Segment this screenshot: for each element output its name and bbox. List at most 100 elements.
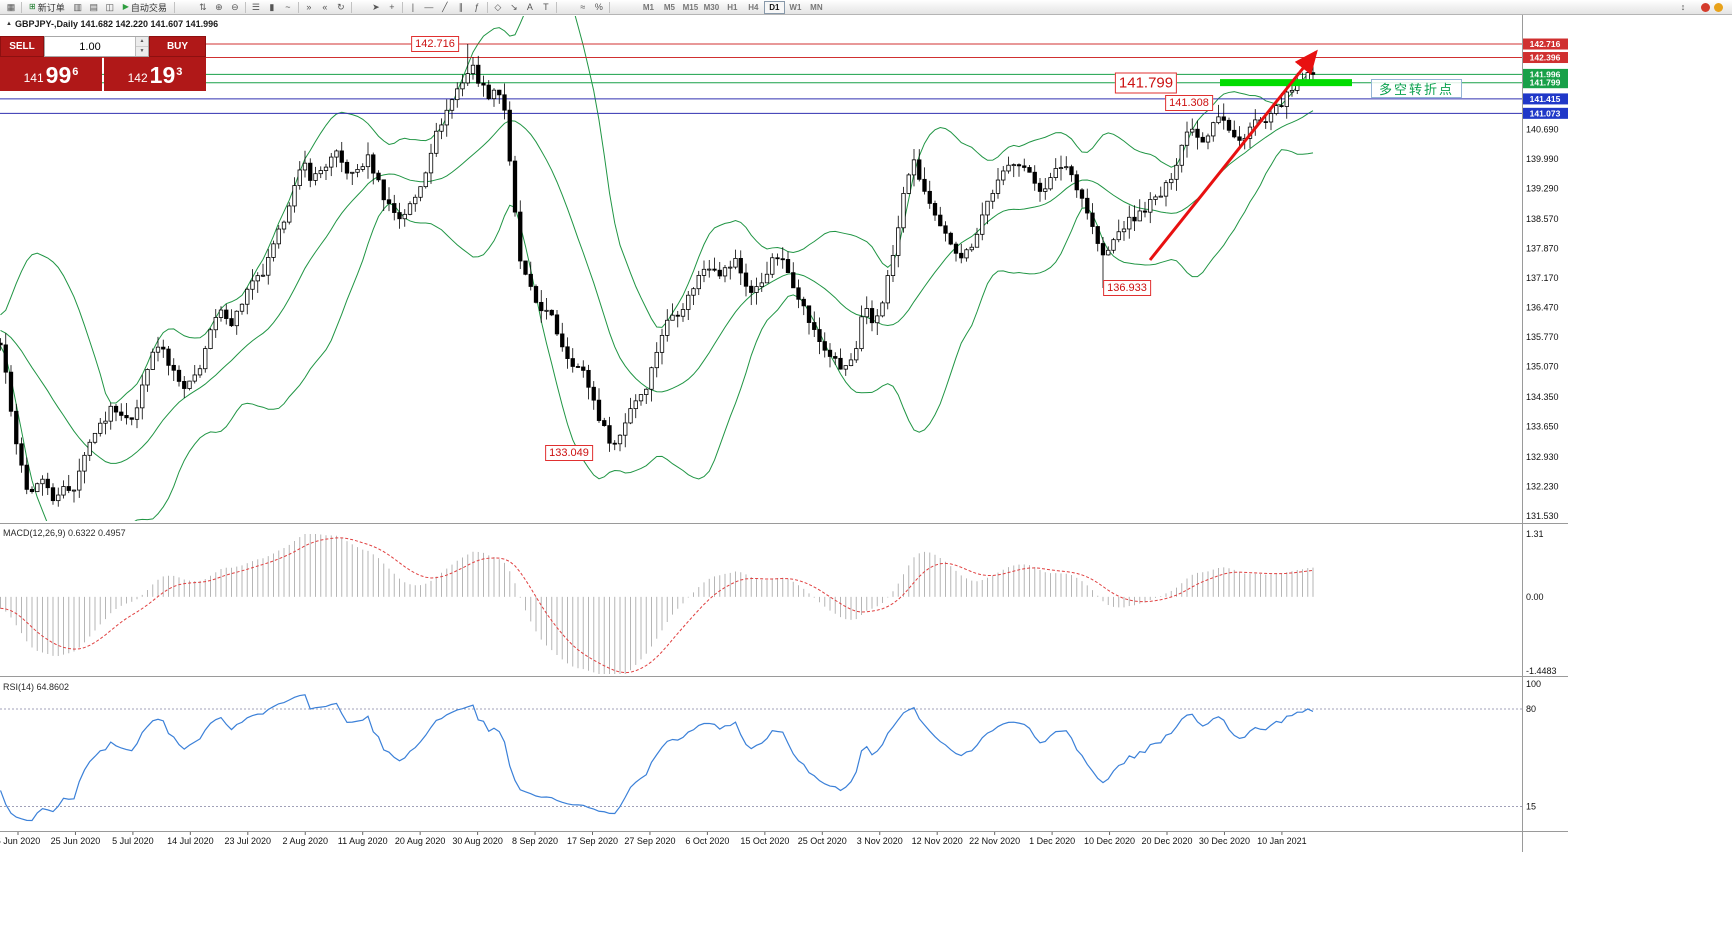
date-label: 23 Jul 2020: [225, 836, 272, 846]
price-tag: [1523, 77, 1568, 89]
buy-price[interactable]: 142 19 3: [104, 57, 206, 91]
arrow-objects-icon[interactable]: ↘: [510, 1, 518, 12]
buy-price-big: 19: [149, 62, 176, 88]
date-label: 3 Nov 2020: [857, 836, 903, 846]
one-click-trading-panel: SELL ▲ ▼ BUY 141 99 6 142 19 3: [0, 36, 206, 91]
price-tag-label: 141.996: [1530, 69, 1561, 79]
buy-button[interactable]: BUY: [149, 36, 206, 57]
crosshair-icon[interactable]: +: [389, 1, 395, 12]
autotrading-button-icon: ▶: [122, 2, 129, 11]
sell-button[interactable]: SELL: [0, 36, 44, 57]
volume-input[interactable]: [45, 37, 135, 56]
symbol-info: ▲ GBPJPY-,Daily 141.682 142.220 141.607 …: [6, 19, 218, 29]
shapes-icon[interactable]: ◇: [494, 1, 502, 12]
new-order-button[interactable]: ⊞ 新订单: [24, 1, 70, 14]
date-label: 25 Oct 2020: [798, 836, 847, 846]
timeframe-button-w1[interactable]: W1: [789, 2, 802, 12]
chart-shift-icon[interactable]: «: [322, 1, 328, 12]
tile-windows-icon[interactable]: ⇅: [199, 1, 207, 12]
bar-chart-icon[interactable]: ☰: [251, 1, 260, 12]
scroll-arrows-icon[interactable]: ↕: [1680, 1, 1686, 12]
macd-scale-label: 1.31: [1526, 529, 1544, 539]
volume-decrease-button[interactable]: ▼: [136, 47, 148, 56]
alert-icon[interactable]: [1701, 2, 1710, 12]
market-watch-icon[interactable]: ▥: [73, 1, 82, 12]
price-tag-label: 141.415: [1530, 94, 1561, 104]
text-icon[interactable]: A: [526, 1, 533, 12]
toolbar-separator: [297, 1, 299, 13]
price-tag: [1523, 52, 1568, 64]
price-tag-label: 141.799: [1530, 78, 1561, 88]
news-icon[interactable]: [1714, 2, 1723, 12]
price-scale-label: 136.470: [1526, 303, 1559, 313]
price-annotation[interactable]: 141.308: [1165, 95, 1213, 111]
trendline-icon[interactable]: ╱: [442, 1, 448, 12]
price-annotation[interactable]: 142.716: [411, 36, 459, 52]
channel-icon[interactable]: ∥: [458, 1, 464, 12]
sell-price-big: 99: [45, 62, 72, 88]
horizontal-line-icon[interactable]: —: [424, 1, 434, 12]
rsi-scale-label: 80: [1526, 704, 1536, 714]
date-label: 20 Dec 2020: [1141, 836, 1192, 846]
chart-window-icon[interactable]: ▦: [6, 1, 16, 12]
date-label: 6 Oct 2020: [685, 836, 729, 846]
navigator-icon[interactable]: ◫: [105, 1, 114, 12]
axes-layer: 142.716142.396141.996141.799141.415141.0…: [0, 15, 1568, 852]
timeframe-button-m5[interactable]: M5: [663, 2, 675, 12]
buy-price-prefix: 142: [127, 71, 148, 85]
date-label: 22 Nov 2020: [969, 836, 1020, 846]
zoom-in-icon[interactable]: ⊕: [215, 1, 223, 12]
toolbar-separator: [350, 1, 352, 13]
fibonacci-icon[interactable]: ƒ: [474, 1, 480, 12]
symbol-marker-icon: ▲: [6, 21, 12, 27]
price-scale-label: 135.070: [1526, 362, 1559, 372]
timeframe-button-m15[interactable]: M15: [682, 2, 699, 12]
sell-price-sup: 6: [72, 66, 79, 78]
price-tag: [1523, 38, 1568, 50]
volume-increase-button[interactable]: ▲: [136, 37, 148, 47]
timeframe-button-h1[interactable]: H1: [727, 2, 738, 12]
new-order-button-icon: ⊞: [29, 2, 36, 11]
date-label: 2 Aug 2020: [282, 836, 328, 846]
date-label: 5 Jul 2020: [112, 836, 154, 846]
percent-scale-icon[interactable]: %: [594, 1, 603, 12]
cursor-icon[interactable]: ➤: [372, 1, 380, 12]
price-annotation[interactable]: 133.049: [545, 445, 593, 461]
zoom-out-icon[interactable]: ⊖: [231, 1, 239, 12]
timeframe-button-m30[interactable]: M30: [703, 2, 720, 12]
main-chart-layer: [0, 16, 1522, 521]
date-label: 27 Sep 2020: [624, 836, 675, 846]
text-label-icon[interactable]: T: [543, 1, 549, 12]
date-label: 10 Dec 2020: [1084, 836, 1135, 846]
vertical-line-icon[interactable]: |: [411, 1, 415, 12]
indicators-icon[interactable]: ≈: [580, 1, 586, 12]
price-scale-label: 134.350: [1526, 392, 1559, 402]
timeframe-button-d1[interactable]: D1: [763, 0, 785, 14]
price-scale-label: 139.990: [1526, 154, 1559, 164]
price-annotation[interactable]: 141.799: [1114, 72, 1178, 94]
date-label: 1 Dec 2020: [1029, 836, 1075, 846]
toolbar-separator: [608, 1, 610, 13]
timeframe-button-m1[interactable]: M1: [642, 2, 654, 12]
turning-point-label[interactable]: 多空转折点: [1371, 79, 1463, 98]
price-tag-label: 142.396: [1530, 53, 1561, 63]
refresh-icon[interactable]: ↻: [337, 1, 345, 12]
timeframe-button-mn[interactable]: MN: [810, 2, 823, 12]
symbol-title: GBPJPY-,Daily 141.682 142.220 141.607 14…: [14, 19, 219, 29]
trend-arrow-line[interactable]: [1148, 49, 1318, 261]
line-chart-icon[interactable]: ~: [285, 1, 291, 12]
price-scale-label: 135.770: [1526, 332, 1559, 342]
sell-price[interactable]: 141 99 6: [0, 57, 102, 91]
new-order-button-label: 新订单: [37, 2, 65, 13]
data-window-icon[interactable]: ▤: [89, 1, 98, 12]
price-scale-label: 138.570: [1526, 214, 1559, 224]
auto-scroll-icon[interactable]: »: [306, 1, 312, 12]
price-scale-label: 139.290: [1526, 184, 1559, 194]
price-annotation[interactable]: 136.933: [1103, 280, 1151, 296]
timeframe-button-h4[interactable]: H4: [748, 2, 759, 12]
autotrading-button[interactable]: ▶ 自动交易: [118, 1, 172, 14]
candles-layer: [0, 44, 1316, 507]
candlestick-chart-icon[interactable]: ▮: [269, 1, 275, 12]
